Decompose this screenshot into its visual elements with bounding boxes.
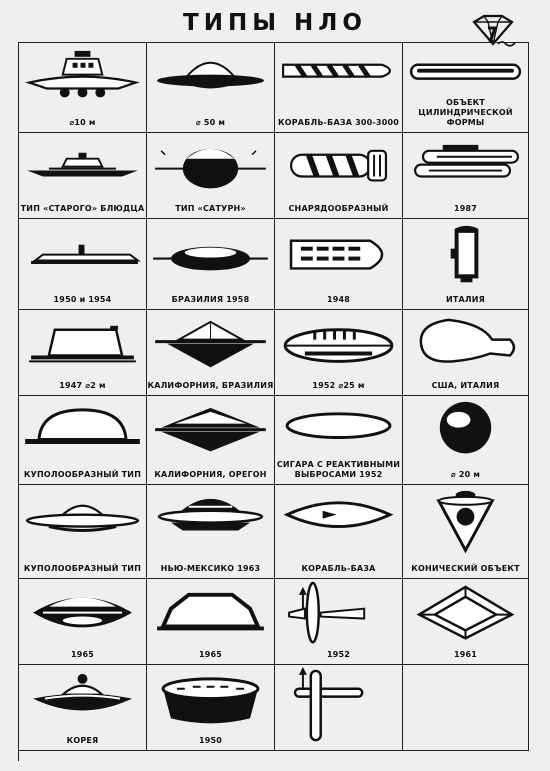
grid-cell: КУПОЛООБРАЗНЫЙ ТИП	[19, 485, 147, 579]
dome-icon	[25, 408, 140, 444]
cell-label: 1952 ⌀25 м	[312, 381, 365, 390]
dome-saucer-icon	[25, 504, 140, 532]
grid-cell: 1987	[403, 133, 529, 219]
page-title: ТИПЫ НЛО	[183, 10, 367, 36]
cell-label: КОНИЧЕСКИЙ ОБЪЕКТ	[411, 564, 520, 573]
cell-label: КУПОЛООБРАЗНЫЙ ТИП	[23, 470, 142, 479]
trapezoid-dome-icon	[29, 325, 136, 363]
cigar-icon	[285, 412, 392, 440]
grid-cell: НЬЮ-МЕКСИКО 1963	[147, 485, 275, 579]
cell-label: ⌀ 20 м	[450, 470, 481, 479]
cell-label: ⌀10 м	[69, 118, 96, 127]
cross-wing-icon	[288, 581, 366, 644]
inverted-cone-icon	[436, 490, 495, 554]
grid-cell: 1965	[19, 579, 147, 665]
cell-label: ТИП «СТАРОГО» БЛЮДЦА	[20, 204, 145, 213]
lens-craft-icon	[283, 501, 394, 528]
grid-cell: 1952	[275, 579, 403, 665]
grid-cell: КОРЕЯ	[19, 665, 147, 751]
double-cylinder-icon	[414, 144, 519, 178]
grid-cell: ТИП «САТУРН»	[147, 133, 275, 219]
grid-cell: КОНИЧЕСКИЙ ОБЪЕКТ	[403, 485, 529, 579]
cell-label: 1961	[453, 650, 478, 659]
flat-plate-icon	[31, 244, 141, 264]
grid-cell: КОРАБЛЬ-БАЗА	[275, 485, 403, 579]
cell-label: США, ИТАЛИЯ	[431, 381, 500, 390]
lens-saucer-icon	[33, 597, 132, 628]
arch-icon	[157, 592, 264, 631]
cell-label: БРАЗИЛИЯ 1958	[171, 295, 250, 304]
grid-cell: ТИП «СТАРОГО» БЛЮДЦА	[19, 133, 147, 219]
projectile-icon	[289, 149, 388, 182]
grid-cell: ⌀ 20 м	[403, 396, 529, 485]
cell-label: ТИП «САТУРН»	[175, 204, 246, 213]
grid-cell: 1950 и 1954	[19, 219, 147, 310]
cell-label: КАЛИФОРНИЯ, БРАЗИЛИЯ	[147, 381, 274, 390]
saucer-cabin-icon	[25, 50, 140, 98]
grid-cell	[275, 665, 403, 751]
lens-ring-icon	[153, 246, 268, 271]
cell-label: 1950	[198, 736, 223, 745]
double-cone-icon	[155, 407, 266, 452]
ufo-types-grid: ⌀10 м ⌀ 50 м КОРАБЛЬ-БАЗА 300-3000 ОБЪЕК…	[18, 42, 529, 761]
grid-cell: 1961	[403, 579, 529, 665]
cone-ring-icon	[155, 320, 266, 368]
cell-label: КАЛИФОРНИЯ, ОРЕГОН	[154, 470, 267, 479]
diamond-logo-icon	[472, 14, 516, 47]
cell-label: ИТАЛИЯ	[445, 295, 486, 304]
cell-label: КОРАБЛЬ-БАЗА	[301, 564, 376, 573]
grid-cell: 1950	[147, 665, 275, 751]
cell-label: СИГАРА С РЕАКТИВНЫМИ ВЫБРОСАМИ 1952	[276, 460, 401, 479]
grid-cell: 1947 ⌀2 м	[19, 310, 147, 396]
tower-icon	[450, 225, 479, 283]
lens-windows-icon	[283, 328, 394, 363]
cell-label: 1965	[198, 650, 223, 659]
drum-icon	[161, 677, 260, 724]
cell-label: КОРАБЛЬ-БАЗА 300-3000	[278, 118, 399, 127]
cell-label: 1948	[326, 295, 351, 304]
grid-cell: КАЛИФОРНИЯ, БРАЗИЛИЯ	[147, 310, 275, 396]
grid-cell: КУПОЛООБРАЗНЫЙ ТИП	[19, 396, 147, 485]
grid-cell: США, ИТАЛИЯ	[403, 310, 529, 396]
grid-cell: СНАРЯДООБРАЗНЫЙ	[275, 133, 403, 219]
cell-label: 1952	[326, 650, 351, 659]
windowed-saucer-icon	[157, 498, 264, 531]
cell-label: 1987	[453, 204, 478, 213]
cell-label: СНАРЯДООБРАЗНЫЙ	[288, 204, 389, 213]
cross-icon	[293, 666, 364, 742]
grid-cell: БРАЗИЛИЯ 1958	[147, 219, 275, 310]
grid-cell: КОРАБЛЬ-БАЗА 300-3000	[275, 43, 403, 133]
cell-label: НЬЮ-МЕКСИКО 1963	[160, 564, 261, 573]
grid-cell: 1965	[147, 579, 275, 665]
cell-label: КОРЕЯ	[66, 736, 99, 745]
empty-cell	[403, 665, 529, 751]
cell-label: 1965	[70, 650, 95, 659]
cell-label: ⌀ 50 м	[195, 118, 226, 127]
cell-label: 1947 ⌀2 м	[59, 381, 106, 390]
cigar-segmented-icon	[282, 63, 392, 78]
cylinder-icon	[409, 63, 522, 80]
cell-label: ОБЪЕКТ ЦИЛИНДРИЧЕСКОЙ ФОРМЫ	[418, 98, 513, 127]
grid-cell: ИТАЛИЯ	[403, 219, 529, 310]
cell-label: КУПОЛООБРАЗНЫЙ ТИП	[23, 564, 142, 573]
saturn-icon	[155, 148, 266, 189]
grid-cell: ⌀10 м	[19, 43, 147, 133]
sphere-icon	[439, 401, 492, 454]
diamond-frame-icon	[416, 585, 515, 640]
bulb-icon	[419, 318, 516, 363]
grid-cell: 1948	[275, 219, 403, 310]
old-saucer-icon	[27, 152, 138, 177]
grid-cell: ОБЪЕКТ ЦИЛИНДРИЧЕСКОЙ ФОРМЫ	[403, 43, 529, 133]
grid-cell: КАЛИФОРНИЯ, ОРЕГОН	[147, 396, 275, 485]
grid-cell: СИГАРА С РЕАКТИВНЫМИ ВЫБРОСАМИ 1952	[275, 396, 403, 485]
cell-label: 1950 и 1954	[53, 295, 112, 304]
korea-saucer-icon	[33, 673, 132, 711]
grid-cell: ⌀ 50 м	[147, 43, 275, 133]
grid-cell: 1952 ⌀25 м	[275, 310, 403, 396]
boat-windows-icon	[289, 239, 384, 270]
saucer-dome-icon	[157, 61, 264, 89]
